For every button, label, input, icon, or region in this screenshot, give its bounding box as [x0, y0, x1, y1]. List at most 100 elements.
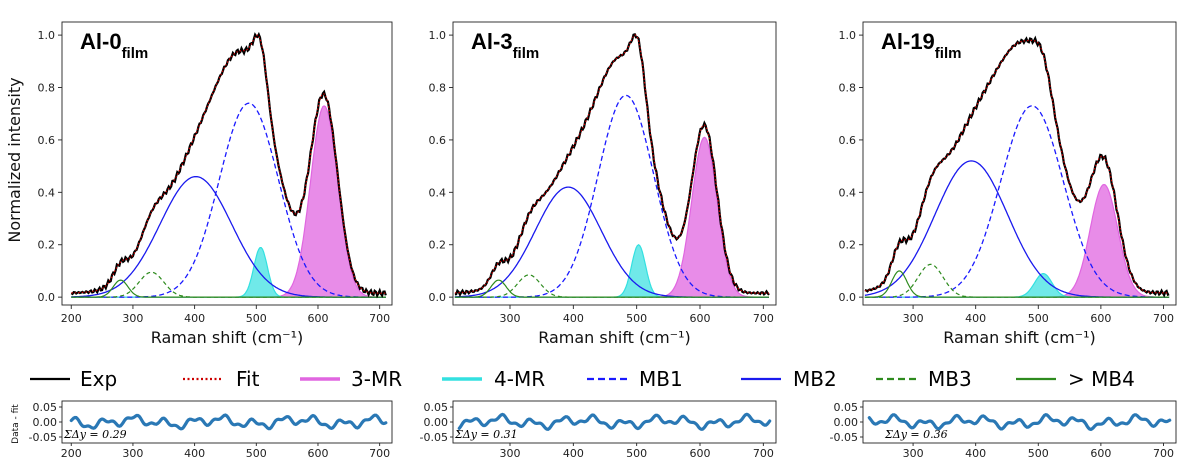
curve-mb4 — [71, 279, 386, 298]
x-tick-label: 700 — [1153, 312, 1174, 325]
legend-label: 4-MR — [494, 367, 545, 391]
curve-mb4 — [454, 279, 769, 298]
curve-exp — [864, 35, 1170, 298]
x-tick-label: 600 — [307, 447, 328, 460]
legend-label: MB3 — [928, 367, 972, 391]
plot-frame — [862, 21, 1177, 306]
x-tick-label: 700 — [753, 312, 774, 325]
y-tick-label: 1.0 — [38, 29, 56, 42]
y-tick-label: 0.4 — [429, 186, 447, 199]
y-tick-label: 0.8 — [429, 82, 447, 95]
x-tick-label: 400 — [965, 312, 986, 325]
y-tick-label: 0.4 — [38, 186, 56, 199]
legend-label: 3-MR — [351, 367, 402, 391]
y-tick-label: 0.00 — [834, 416, 859, 429]
y-tick-label: 0.05 — [33, 401, 58, 414]
x-tick-label: 300 — [500, 447, 521, 460]
y-tick-label: 0.00 — [424, 416, 449, 429]
x-tick-label: 300 — [500, 312, 521, 325]
residual-annotation: ΣΔy = 0.29 — [63, 428, 127, 441]
x-tick-label: 400 — [965, 447, 986, 460]
legend: Exp Fit 3-MR 4-MR MB1 MB2 MB3 > MB4 — [30, 367, 1135, 391]
x-tick-label: 200 — [61, 447, 82, 460]
x-tick-label: 500 — [1028, 312, 1049, 325]
x-tick-label: 700 — [369, 312, 390, 325]
curve-mb1 — [864, 105, 1170, 298]
legend-item-3-mr: 3-MR — [300, 367, 402, 391]
y-tick-label: 0.00 — [33, 416, 58, 429]
x-tick-label: 600 — [1090, 447, 1111, 460]
panel-title: Al-19film — [881, 29, 961, 62]
y-tick-label: 0.05 — [834, 401, 859, 414]
peak-3-mr — [454, 136, 769, 298]
x-tick-label: 400 — [184, 312, 205, 325]
residual-y-label: Data - fit — [11, 404, 21, 444]
x-tick-label: 400 — [184, 447, 205, 460]
residual-panel-al-0: 200 300 400 500 600 700 0.05 0.00 -0.05 ΣΔy = 0.2… — [29, 400, 393, 460]
residual-annotation: ΣΔy = 0.36 — [884, 428, 948, 441]
x-tick-label: 700 — [753, 447, 774, 460]
x-tick-label: 300 — [122, 312, 143, 325]
x-axis-label: Raman shift (cm⁻¹) — [538, 328, 691, 347]
y-tick-label: 0.2 — [38, 239, 56, 252]
curve-mb3 — [454, 274, 769, 298]
y-tick-label: -0.05 — [420, 431, 448, 444]
legend-label: > MB4 — [1068, 367, 1135, 391]
x-tick-label: 500 — [1028, 447, 1049, 460]
legend-item-exp: Exp — [30, 367, 117, 391]
residual-annotation: ΣΔy = 0.31 — [454, 428, 518, 441]
y-tick-label: -0.05 — [830, 431, 858, 444]
y-tick-label: 0.2 — [839, 239, 857, 252]
legend-label: Exp — [80, 367, 117, 391]
curve-fit — [864, 39, 1170, 294]
x-tick-label: 700 — [369, 447, 390, 460]
x-tick-label: 400 — [563, 312, 584, 325]
x-axis-label: Raman shift (cm⁻¹) — [151, 328, 304, 347]
x-tick-label: 300 — [903, 312, 924, 325]
y-tick-label: 0.8 — [38, 82, 56, 95]
residual-panel-al-3: 300 400 500 600 700 0.05 0.00 -0.05 ΣΔy = 0.31 — [420, 400, 777, 460]
x-tick-label: 500 — [626, 447, 647, 460]
y-tick-label: 1.0 — [839, 29, 857, 42]
x-tick-label: 600 — [1090, 312, 1111, 325]
y-tick-label: 0.0 — [38, 291, 56, 304]
residual-curve — [457, 412, 772, 431]
legend-label: MB2 — [793, 367, 837, 391]
y-tick-label: 0.6 — [38, 134, 56, 147]
x-tick-label: 600 — [307, 312, 328, 325]
curve-mb1 — [454, 94, 769, 298]
x-tick-label: 600 — [690, 447, 711, 460]
y-tick-label: -0.05 — [29, 431, 57, 444]
curve-mb1 — [71, 102, 386, 298]
legend-item-mb3: MB3 — [876, 367, 972, 391]
x-tick-label: 400 — [563, 447, 584, 460]
x-axis-label: Raman shift (cm⁻¹) — [943, 328, 1096, 347]
legend-item-mb1: MB1 — [587, 367, 683, 391]
plot-frame — [61, 21, 393, 306]
curve-mb4 — [864, 270, 1170, 298]
x-tick-label: 500 — [626, 312, 647, 325]
legend-item-4-mr: 4-MR — [442, 367, 545, 391]
y-tick-label: 0.05 — [424, 401, 449, 414]
legend-label: Fit — [236, 367, 260, 391]
y-tick-label: 0.0 — [839, 291, 857, 304]
y-tick-label: 1.0 — [429, 29, 447, 42]
residual-curve — [69, 413, 388, 431]
x-tick-label: 600 — [690, 312, 711, 325]
curve-fit — [71, 34, 386, 294]
y-tick-label: 0.6 — [839, 134, 857, 147]
legend-item-mb2: MB2 — [741, 367, 837, 391]
y-tick-label: 0.8 — [839, 82, 857, 95]
panel-title: Al-3film — [471, 29, 539, 62]
plot-frame — [452, 21, 777, 306]
panel-title: Al-0film — [80, 29, 148, 62]
x-tick-label: 500 — [246, 312, 267, 325]
y-tick-label: 0.6 — [429, 134, 447, 147]
panel-al-19: 300 400 500 600 700 0.0 0.2 0.4 0.6 0.8 1.0 Raman s… — [839, 21, 1177, 347]
x-tick-label: 500 — [246, 447, 267, 460]
residual-curve — [867, 413, 1172, 432]
legend-item-fit: Fit — [183, 367, 260, 391]
legend-label: MB1 — [639, 367, 683, 391]
curve-fit — [454, 34, 769, 294]
